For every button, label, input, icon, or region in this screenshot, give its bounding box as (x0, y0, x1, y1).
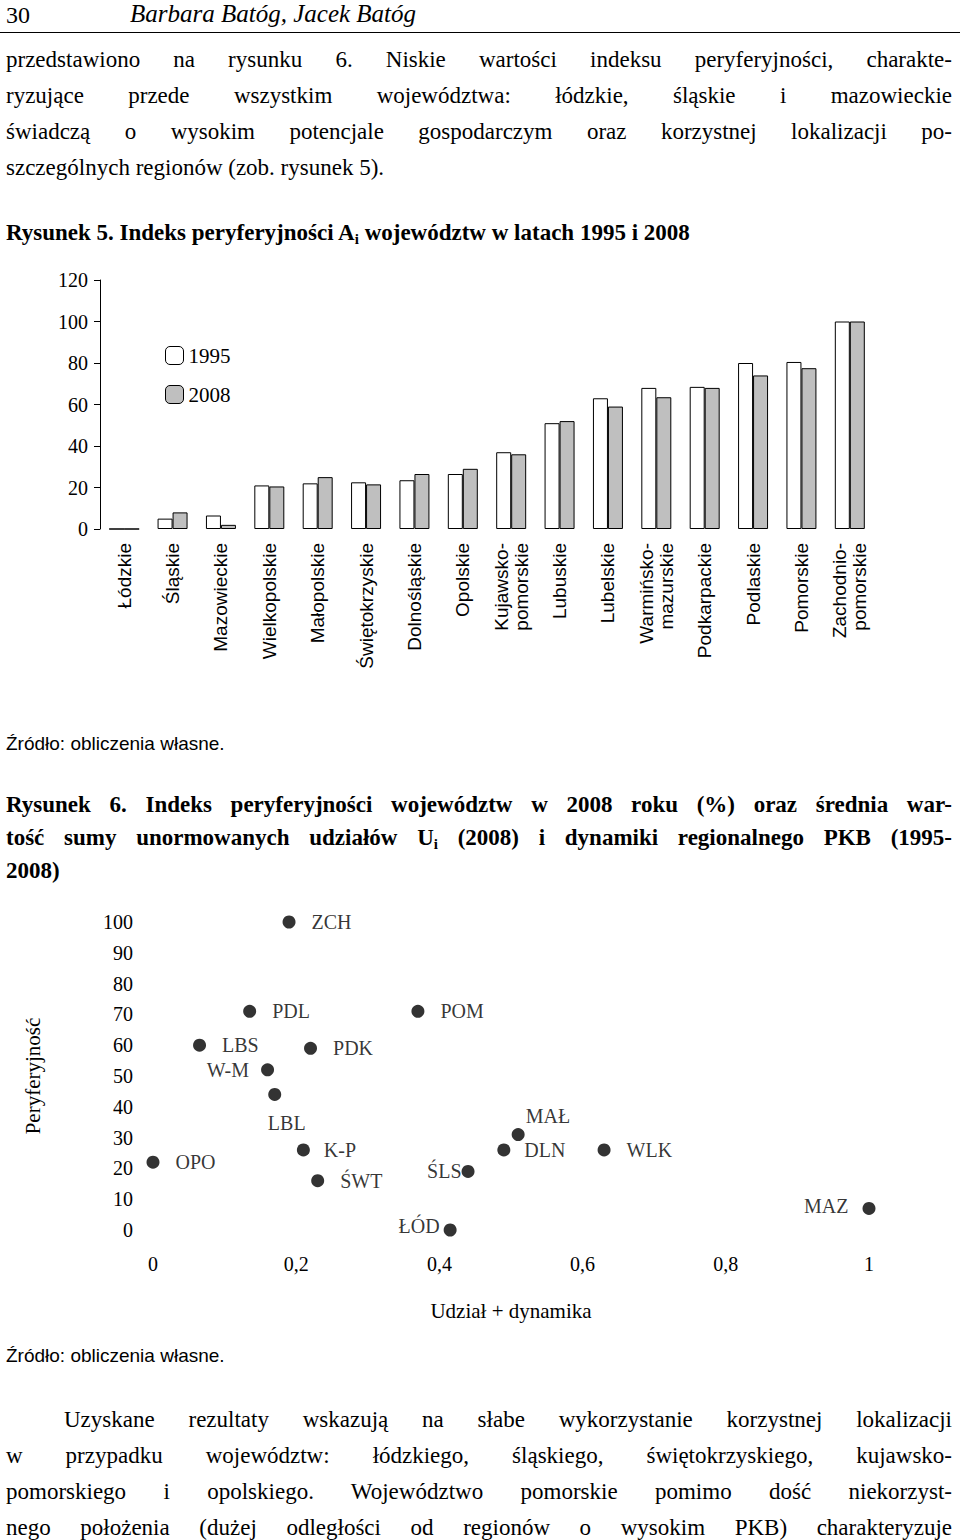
svg-text:Udział + dynamika: Udział + dynamika (430, 1299, 592, 1323)
html-text:w przypadku województw: łódzki: w przypadku województw: łódzkiego, śląsk… (6, 1443, 952, 1468)
html-text:pomorskiego i opolskiego. Woje: pomorskiego i opolskiego. Województwo po… (6, 1479, 952, 1504)
svg-text:Łódzkie: Łódzkie (114, 543, 135, 609)
svg-text:W-M: W-M (207, 1059, 249, 1081)
svg-text:LBL: LBL (268, 1112, 306, 1134)
svg-text:Warmińsko-: Warmińsko- (636, 543, 657, 644)
svg-text:POM: POM (440, 1000, 484, 1022)
svg-text:30: 30 (113, 1127, 133, 1149)
svg-text:80: 80 (68, 352, 88, 374)
svg-text:mazurskie: mazurskie (656, 543, 677, 630)
svg-text:50: 50 (113, 1065, 133, 1087)
svg-text:Małopolskie: Małopolskie (307, 543, 328, 643)
svg-text:DLN: DLN (524, 1139, 565, 1161)
svg-text:ŚWT: ŚWT (340, 1169, 382, 1192)
svg-text:10: 10 (113, 1188, 133, 1210)
svg-text:Peryferyjność: Peryferyjność (21, 1018, 45, 1135)
html-text:Rysunek 6. Indeks peryferyjnoś: Rysunek 6. Indeks peryferyjności wojewód… (6, 792, 952, 817)
svg-text:PDK: PDK (333, 1037, 374, 1059)
html-text:Uzyskane rezultaty wskazują na: Uzyskane rezultaty wskazują na słabe wyk… (64, 1407, 952, 1432)
svg-text:80: 80 (113, 973, 133, 995)
svg-text:pomorskie: pomorskie (849, 543, 870, 631)
svg-text:pomorskie: pomorskie (511, 543, 532, 631)
html-text:30: 30 (6, 2, 30, 28)
svg-text:OPO: OPO (176, 1151, 216, 1173)
svg-text:Podlaskie: Podlaskie (743, 543, 764, 625)
svg-text:60: 60 (68, 394, 88, 416)
svg-text:0: 0 (123, 1219, 133, 1241)
svg-text:0,4: 0,4 (427, 1253, 452, 1275)
svg-text:ŚLS: ŚLS (427, 1159, 461, 1182)
html-text:Barbara Batóg, Jacek Batóg: Barbara Batóg, Jacek Batóg (130, 0, 417, 27)
html-text:tość sumy unormowanych udziałó: tość sumy unormowanych udziałów Ui(2008)… (6, 825, 952, 852)
svg-text:40: 40 (68, 435, 88, 457)
svg-text:Opolskie: Opolskie (452, 543, 473, 617)
svg-text:Wielkopolskie: Wielkopolskie (259, 543, 280, 659)
svg-text:0: 0 (78, 518, 88, 540)
svg-text:100: 100 (58, 311, 88, 333)
svg-text:Pomorskie: Pomorskie (791, 543, 812, 633)
html-text:Źródło: obliczenia własne.: Źródło: obliczenia własne. (6, 733, 225, 754)
svg-text:Świętokrzyskie: Świętokrzyskie (356, 543, 377, 669)
svg-text:0,8: 0,8 (713, 1253, 738, 1275)
svg-text:40: 40 (113, 1096, 133, 1118)
svg-text:1995: 1995 (189, 344, 231, 368)
svg-text:WLK: WLK (627, 1139, 673, 1161)
svg-text:Śląskie: Śląskie (162, 543, 183, 604)
svg-text:2008: 2008 (189, 383, 231, 407)
html-text:nego położenia (dużej odległoś: nego położenia (dużej odległości od regi… (6, 1515, 952, 1540)
svg-text:20: 20 (113, 1157, 133, 1179)
svg-text:20: 20 (68, 477, 88, 499)
svg-text:0,6: 0,6 (570, 1253, 595, 1275)
svg-text:MAŁ: MAŁ (526, 1105, 570, 1127)
svg-text:LBS: LBS (222, 1034, 259, 1056)
svg-text:Lubelskie: Lubelskie (597, 543, 618, 623)
svg-text:ŁÓD: ŁÓD (399, 1214, 440, 1237)
svg-text:0: 0 (148, 1253, 158, 1275)
svg-text:70: 70 (113, 1003, 133, 1025)
html-text:Źródło: obliczenia własne.: Źródło: obliczenia własne. (6, 1345, 225, 1366)
html-text:świadczą o wysokim potencjale: świadczą o wysokim potencjale gospodarcz… (6, 119, 952, 144)
svg-text:ZCH: ZCH (312, 911, 352, 933)
svg-text:Podkarpackie: Podkarpackie (694, 543, 715, 658)
svg-text:PDL: PDL (272, 1000, 310, 1022)
svg-text:Mazowieckie: Mazowieckie (210, 543, 231, 652)
svg-text:100: 100 (103, 911, 133, 933)
html-text:ryzujące przede wszystkim woje: ryzujące przede wszystkim województwa: ł… (6, 83, 952, 108)
svg-text:60: 60 (113, 1034, 133, 1056)
svg-text:90: 90 (113, 942, 133, 964)
html-text:szczególnych regionów (zob. ry: szczególnych regionów (zob. rysunek 5). (6, 155, 385, 180)
svg-text:120: 120 (58, 269, 88, 291)
html-text:2008): 2008) (6, 858, 60, 883)
svg-text:K-P: K-P (324, 1139, 356, 1161)
svg-text:Kujawsko-: Kujawsko- (491, 543, 512, 631)
svg-text:MAZ: MAZ (804, 1195, 848, 1217)
svg-text:1: 1 (864, 1253, 874, 1275)
html-text:Rysunek 5. Indeks peryferyjnoś: Rysunek 5. Indeks peryferyjności Aiwojew… (6, 220, 690, 247)
html-text:przedstawiono na rysunku 6. Ni: przedstawiono na rysunku 6. Niskie warto… (6, 47, 952, 72)
svg-text:Zachodnio-: Zachodnio- (829, 543, 850, 638)
svg-text:Lubuskie: Lubuskie (549, 543, 570, 619)
svg-text:Dolnośląskie: Dolnośląskie (404, 543, 425, 651)
svg-text:0,2: 0,2 (284, 1253, 309, 1275)
